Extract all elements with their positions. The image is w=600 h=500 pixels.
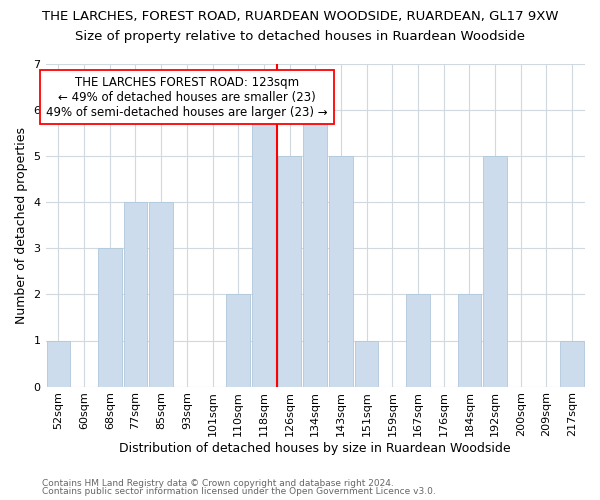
Bar	[124, 202, 147, 386]
Bar	[98, 248, 122, 386]
Bar	[226, 294, 250, 386]
Bar	[278, 156, 301, 386]
Text: Size of property relative to detached houses in Ruardean Woodside: Size of property relative to detached ho…	[75, 30, 525, 43]
Bar	[560, 340, 584, 386]
Bar	[252, 110, 276, 386]
Bar	[458, 294, 481, 386]
Text: Contains public sector information licensed under the Open Government Licence v3: Contains public sector information licen…	[42, 488, 436, 496]
Bar	[406, 294, 430, 386]
Bar	[47, 340, 70, 386]
Bar	[304, 110, 327, 386]
Bar	[483, 156, 507, 386]
Bar	[149, 202, 173, 386]
Text: THE LARCHES, FOREST ROAD, RUARDEAN WOODSIDE, RUARDEAN, GL17 9XW: THE LARCHES, FOREST ROAD, RUARDEAN WOODS…	[42, 10, 558, 23]
Bar	[329, 156, 353, 386]
Text: THE LARCHES FOREST ROAD: 123sqm
← 49% of detached houses are smaller (23)
49% of: THE LARCHES FOREST ROAD: 123sqm ← 49% of…	[46, 76, 328, 118]
Text: Contains HM Land Registry data © Crown copyright and database right 2024.: Contains HM Land Registry data © Crown c…	[42, 478, 394, 488]
Y-axis label: Number of detached properties: Number of detached properties	[15, 127, 28, 324]
Bar	[355, 340, 379, 386]
X-axis label: Distribution of detached houses by size in Ruardean Woodside: Distribution of detached houses by size …	[119, 442, 511, 455]
